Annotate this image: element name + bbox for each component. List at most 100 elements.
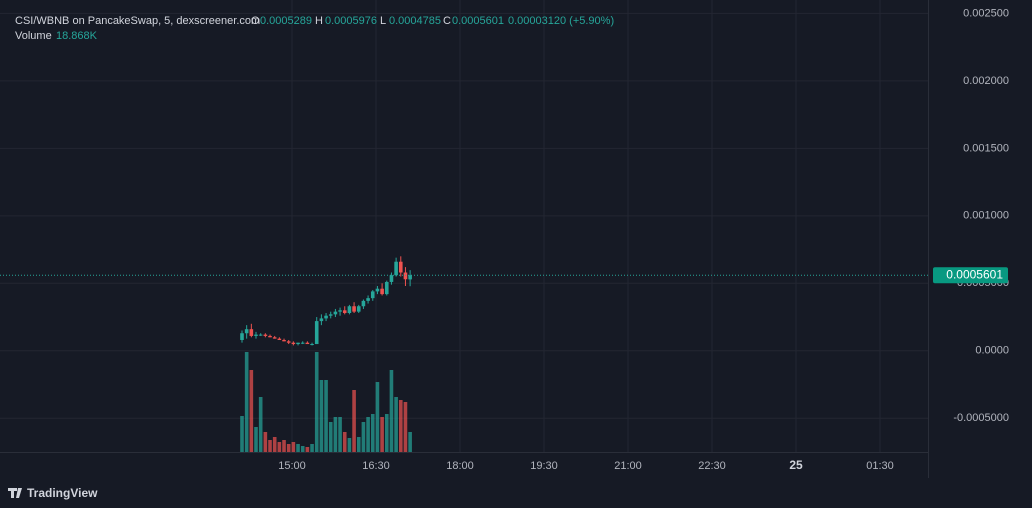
candle-body [347, 306, 352, 313]
volume-value: 18.868K [56, 30, 98, 42]
volume-bar [258, 397, 263, 452]
volume-bar [277, 442, 282, 452]
volume-bar [244, 352, 249, 452]
candle-body [254, 334, 258, 336]
brand-name: TradingView [27, 486, 98, 500]
candle-body [375, 288, 380, 292]
volume-bar [342, 432, 347, 452]
candle-body [333, 311, 338, 315]
candle-body [300, 342, 305, 344]
y-tick-label: 0.002500 [963, 7, 1009, 19]
volume-bar [254, 427, 258, 452]
volume-bar [314, 352, 319, 452]
x-tick-label: 18:00 [446, 460, 474, 472]
candle-body [356, 306, 361, 312]
candle-body [268, 335, 272, 338]
candle-body [291, 342, 296, 345]
candle-body [310, 344, 314, 346]
candle-body [296, 342, 300, 345]
candle-body [342, 310, 347, 313]
y-tick-label: 0.002000 [963, 75, 1009, 87]
candle-body [244, 329, 249, 334]
last-price-label: 0.0005601 [946, 267, 1003, 281]
ohlc-value: 0.0005601 [452, 15, 504, 27]
volume-bar [384, 414, 389, 452]
volume-bar [305, 447, 310, 452]
candle-body [263, 334, 268, 336]
candle-body [398, 261, 403, 273]
ohlc-label: L [380, 15, 386, 27]
ohlc-value: 0.0004785 [389, 15, 441, 27]
volume-bar [296, 444, 300, 452]
candle-body [272, 337, 277, 339]
volume-bar [403, 402, 408, 452]
candle-body [403, 272, 408, 280]
ohlc-value: 0.0005976 [325, 15, 377, 27]
x-tick-label: 21:00 [614, 460, 642, 472]
candle-body [338, 310, 342, 312]
candle-body [324, 315, 328, 319]
candle-body [277, 338, 282, 340]
brand: TradingView [8, 486, 98, 500]
candle-body [305, 342, 310, 345]
candle-body [408, 275, 412, 280]
volume-bar [249, 370, 254, 452]
candle-body [366, 298, 370, 301]
x-tick-label: 25 [789, 458, 803, 472]
volume-bar [389, 370, 394, 452]
candle-body [328, 314, 333, 316]
candle-body [240, 333, 244, 340]
y-tick-label: -0.0005000 [953, 412, 1009, 424]
last-price-box [933, 267, 1008, 284]
candle-body [389, 275, 394, 282]
volume-bar [286, 444, 291, 452]
candle-body [249, 329, 254, 336]
volume-bar [347, 438, 352, 452]
y-tick-label: 0.001500 [963, 142, 1009, 154]
volume-bar [408, 432, 412, 452]
volume-bar [361, 422, 366, 452]
candle-body [370, 291, 375, 299]
candle-body [384, 281, 389, 295]
y-tick-label: 0.0000 [975, 345, 1009, 357]
title: CSI/WBNB on PancakeSwap, 5, dexscreener.… [15, 15, 260, 27]
ohlc-label: H [315, 15, 323, 27]
x-tick-label: 22:30 [698, 460, 726, 472]
change: 0.00003120 (+5.90%) [508, 15, 614, 27]
volume-bar [300, 446, 305, 452]
candle-body [319, 318, 324, 322]
volume-bar [268, 440, 272, 452]
volume-bar [366, 417, 370, 452]
volume-bar [380, 417, 384, 452]
x-tick-label: 19:30 [530, 460, 558, 472]
candle-body [352, 306, 356, 312]
marks [0, 256, 928, 452]
grid [0, 0, 928, 452]
volume-bar [272, 437, 277, 452]
volume-bar [352, 390, 356, 452]
volume-bar [324, 380, 328, 452]
candle-body [282, 339, 286, 342]
volume-bar [310, 444, 314, 452]
volume-bar [394, 397, 398, 452]
volume-bar [291, 442, 296, 452]
volume-bar [375, 382, 380, 452]
volume-bar [328, 422, 333, 452]
volume-bar [319, 380, 324, 452]
volume-label: Volume [15, 30, 52, 42]
candle-body [258, 334, 263, 336]
volume-bar [370, 414, 375, 452]
candle-body [380, 288, 384, 295]
ohlc-value: 0.0005289 [260, 15, 312, 27]
ohlc-label: C [443, 15, 451, 27]
volume-bar [282, 440, 286, 452]
brand-logo [8, 488, 22, 498]
x-tick-label: 15:00 [278, 460, 306, 472]
candle-body [286, 341, 291, 343]
candle-body [394, 261, 398, 276]
x-tick-label: 01:30 [866, 460, 894, 472]
volume-bar [398, 400, 403, 452]
volume-bar [263, 432, 268, 452]
